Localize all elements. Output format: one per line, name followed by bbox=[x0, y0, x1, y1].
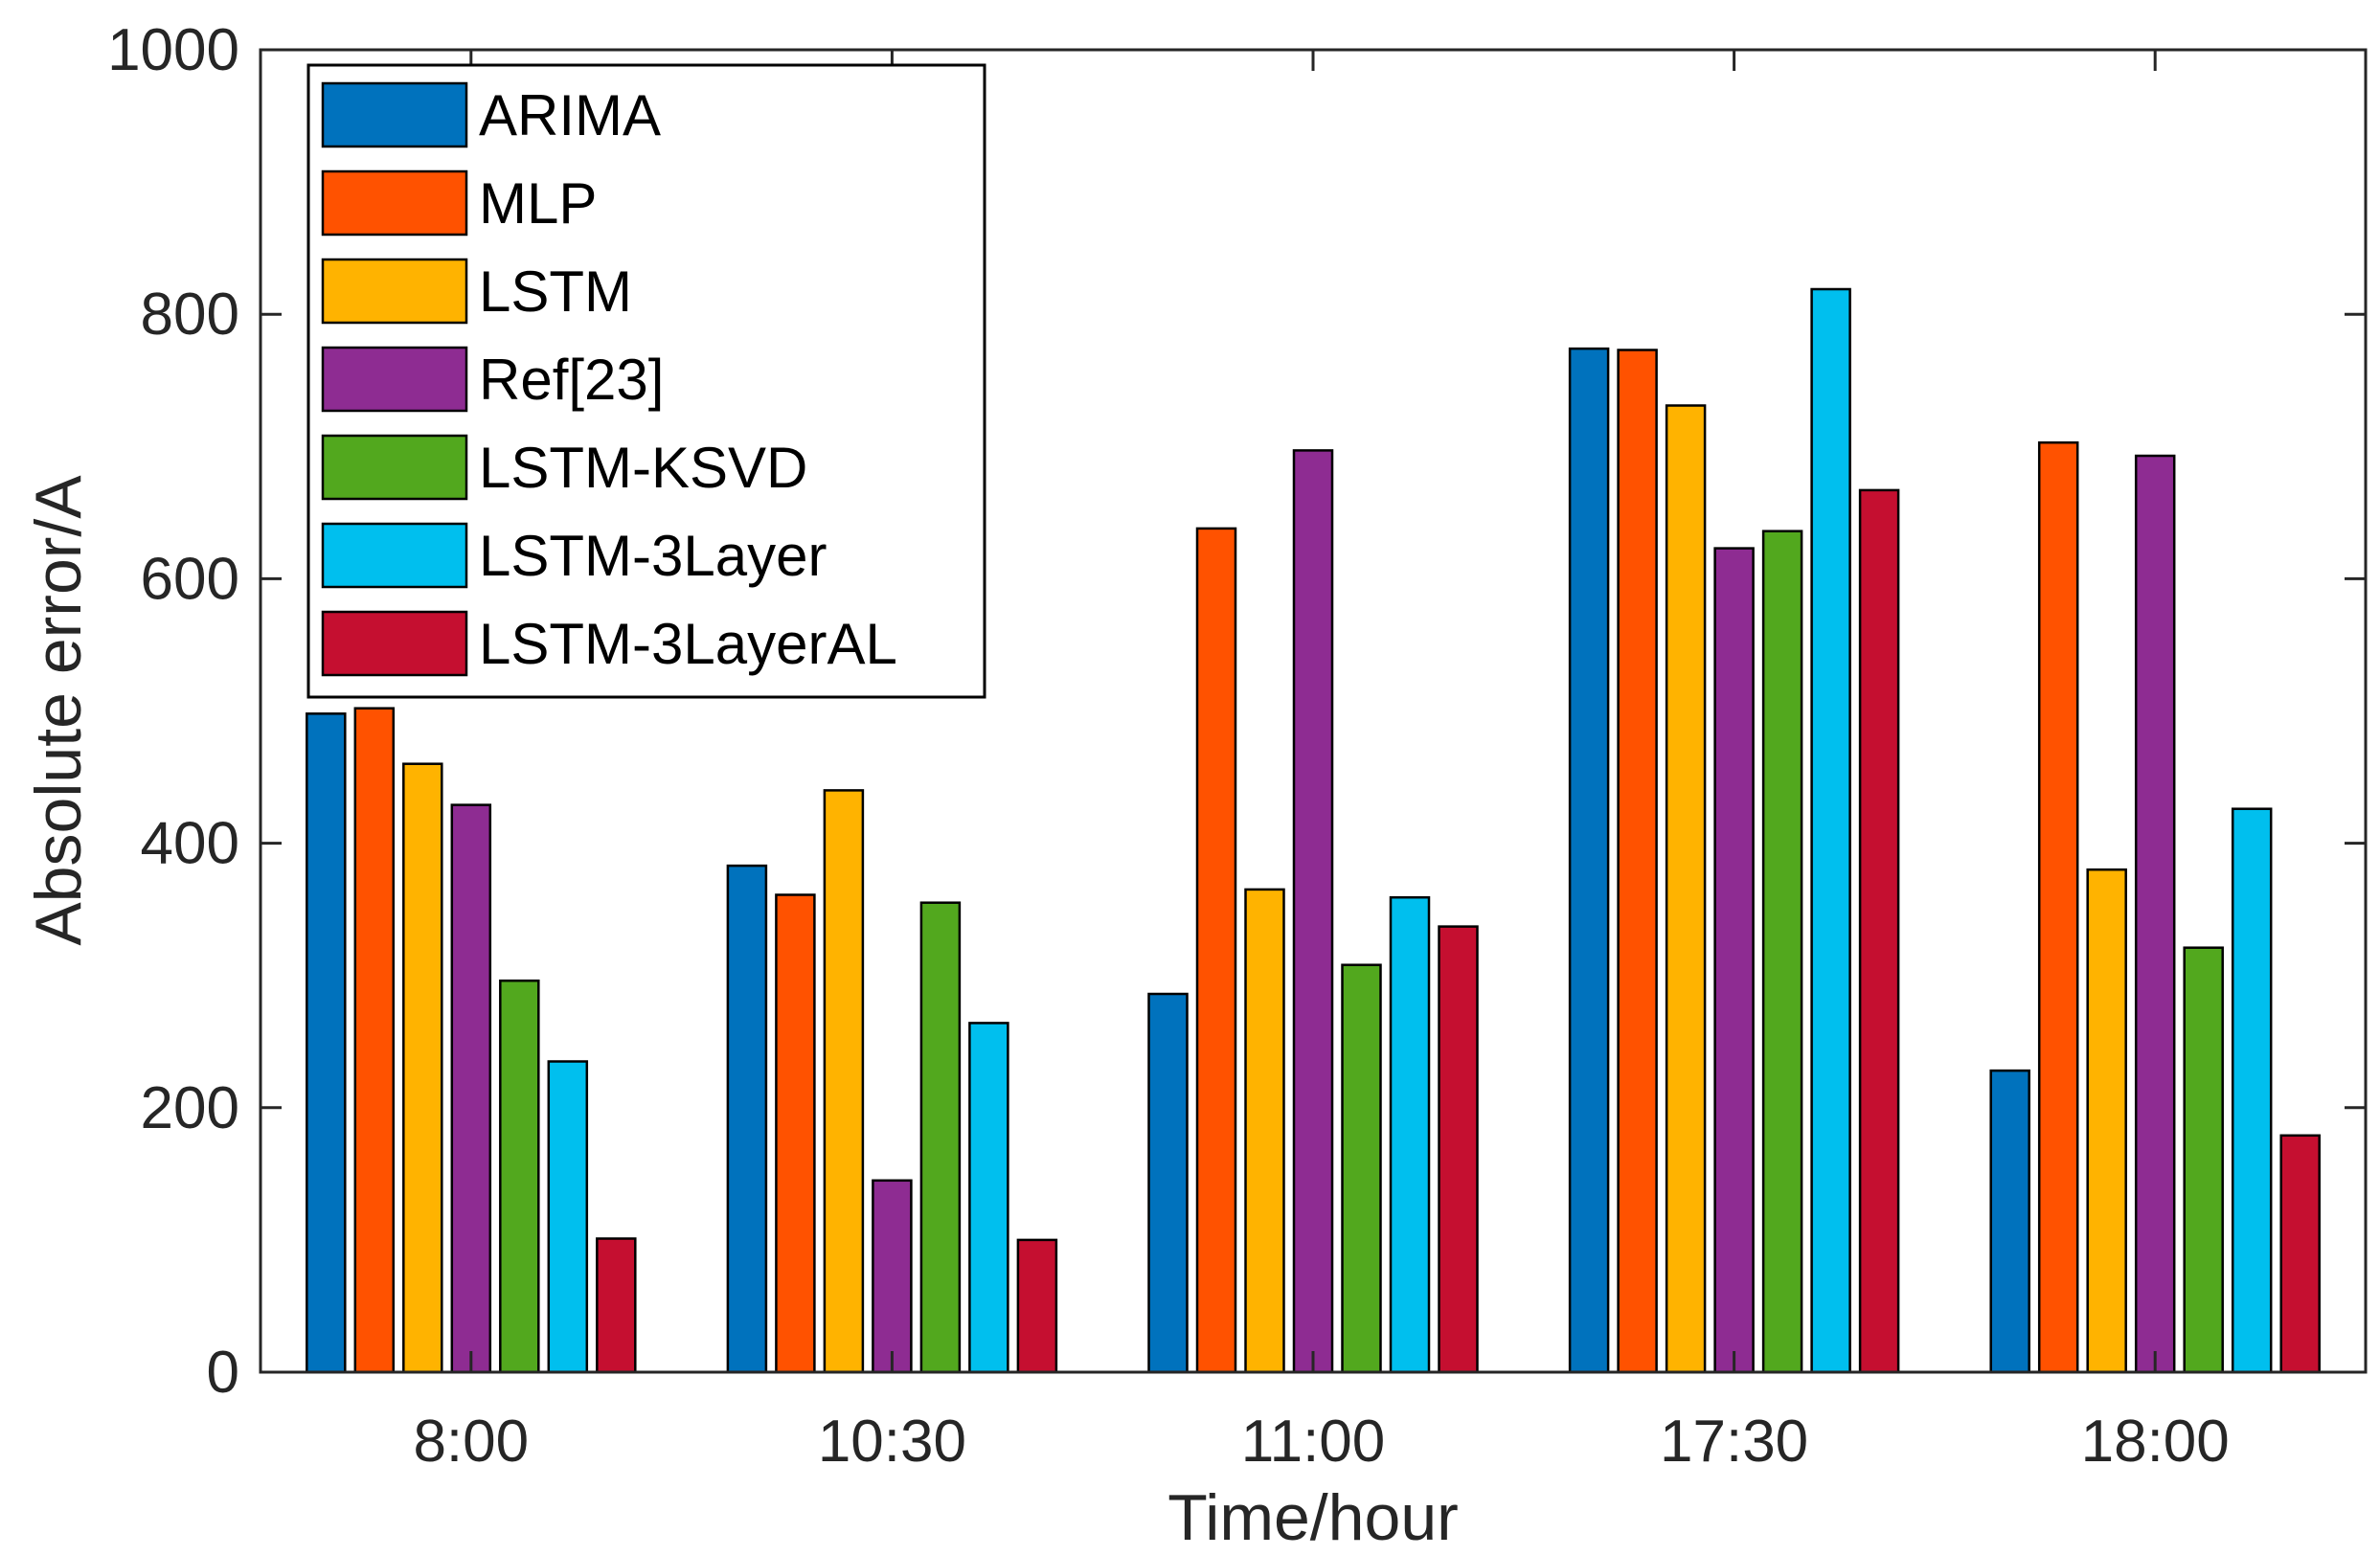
bar-arima-1100 bbox=[1147, 992, 1189, 1374]
bar-mlp-1800 bbox=[2037, 440, 2079, 1374]
legend-swatch bbox=[321, 169, 468, 237]
bar-lstm-ksvd-800 bbox=[499, 979, 540, 1374]
legend-label: LSTM-KSVD bbox=[479, 436, 807, 500]
bar-lstm-1730 bbox=[1665, 404, 1707, 1374]
bar-arima-800 bbox=[306, 712, 347, 1374]
legend-swatch bbox=[321, 258, 468, 325]
bar-lstm-3layeral-1730 bbox=[1858, 488, 1900, 1374]
bar-mlp-1100 bbox=[1195, 527, 1237, 1374]
x-axis-label: Time/hour bbox=[1167, 1481, 1459, 1554]
bar-lstm-3layer-800 bbox=[547, 1060, 589, 1374]
bar-mlp-1730 bbox=[1617, 349, 1658, 1374]
legend-label: Ref[23] bbox=[479, 348, 664, 412]
x-tick-label: 18:00 bbox=[2081, 1409, 2230, 1475]
bars-group bbox=[306, 287, 2321, 1374]
bar-ref-23--1730 bbox=[1713, 547, 1755, 1374]
legend: ARIMA MLP LSTM Ref[23] LSTM-KSVD LSTM-3Layer L… bbox=[306, 63, 986, 699]
legend-swatch bbox=[321, 81, 468, 148]
bar-ref-23--800 bbox=[450, 803, 492, 1374]
legend-label: ARIMA bbox=[479, 83, 661, 147]
bar-mlp-800 bbox=[353, 707, 396, 1374]
bar-ref-23--1800 bbox=[2134, 454, 2176, 1374]
legend-swatch bbox=[321, 346, 468, 413]
x-tick-label: 10:30 bbox=[818, 1409, 966, 1475]
bar-lstm-3layeral-800 bbox=[596, 1237, 637, 1374]
bar-lstm-ksvd-1100 bbox=[1341, 963, 1382, 1374]
bar-lstm-3layer-1100 bbox=[1389, 895, 1431, 1374]
legend-swatch bbox=[321, 434, 468, 501]
bar-ref-23--1100 bbox=[1292, 449, 1334, 1374]
legend-label: MLP bbox=[479, 171, 597, 236]
y-axis: 0 200 400 600 800 1000 bbox=[107, 17, 2366, 1406]
bar-arima-1730 bbox=[1568, 347, 1610, 1374]
bar-lstm-ksvd-1800 bbox=[2183, 946, 2224, 1374]
bar-lstm-ksvd-1030 bbox=[919, 901, 962, 1374]
bar-arima-1800 bbox=[1989, 1069, 2030, 1374]
bar-lstm-3layer-1730 bbox=[1810, 287, 1851, 1374]
y-tick-label: 200 bbox=[141, 1075, 239, 1141]
bar-lstm-3layer-1800 bbox=[2231, 807, 2273, 1374]
bar-ref-23--1030 bbox=[872, 1179, 913, 1374]
bar-lstm-3layeral-1800 bbox=[2279, 1134, 2321, 1374]
bar-lstm-3layer-1030 bbox=[968, 1022, 1009, 1374]
bar-lstm-800 bbox=[402, 762, 443, 1374]
bar-lstm-1030 bbox=[823, 789, 865, 1374]
legend-swatch bbox=[321, 610, 468, 677]
bar-lstm-3layeral-1100 bbox=[1438, 925, 1479, 1374]
bar-lstm-3layeral-1030 bbox=[1016, 1238, 1058, 1374]
bar-lstm-ksvd-1730 bbox=[1761, 530, 1803, 1374]
legend-swatch bbox=[321, 522, 468, 589]
x-axis: 8:00 10:30 11:00 17:30 18:00 bbox=[413, 50, 2230, 1475]
y-tick-label: 600 bbox=[141, 546, 239, 612]
bar-lstm-1800 bbox=[2086, 868, 2127, 1374]
x-tick-label: 8:00 bbox=[413, 1409, 529, 1475]
x-tick-label: 17:30 bbox=[1660, 1409, 1808, 1475]
bar-mlp-1030 bbox=[775, 893, 816, 1374]
legend-label: LSTM bbox=[479, 259, 632, 324]
legend-label: LSTM-3LayerAL bbox=[479, 612, 897, 676]
legend-label: LSTM-3Layer bbox=[479, 524, 827, 588]
y-tick-label: 0 bbox=[207, 1340, 239, 1406]
y-tick-label: 800 bbox=[141, 282, 239, 348]
bar-lstm-1100 bbox=[1244, 888, 1285, 1374]
bar-arima-1030 bbox=[726, 864, 768, 1374]
x-tick-label: 11:00 bbox=[1241, 1409, 1386, 1475]
y-tick-label: 1000 bbox=[107, 17, 239, 83]
y-axis-label: Absolute error/A bbox=[22, 475, 95, 946]
y-tick-label: 400 bbox=[141, 811, 239, 877]
